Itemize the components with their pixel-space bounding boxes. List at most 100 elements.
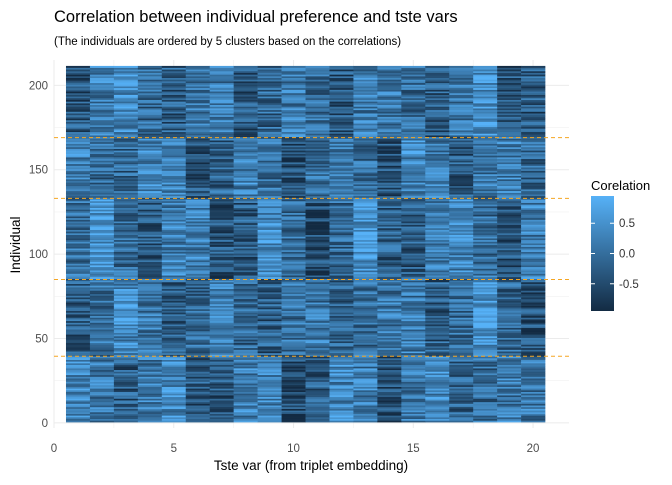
heatmap-cell bbox=[161, 266, 187, 269]
heatmap-cell bbox=[497, 373, 522, 376]
heatmap-cell bbox=[137, 369, 163, 372]
heatmap-cell bbox=[233, 170, 258, 173]
heatmap-cell bbox=[329, 96, 354, 99]
heatmap-cell bbox=[281, 249, 306, 252]
heatmap-cell bbox=[353, 104, 378, 107]
heatmap-cell bbox=[281, 388, 306, 391]
heatmap-cell bbox=[377, 378, 402, 381]
heatmap-cell bbox=[233, 172, 258, 175]
heatmap-cell bbox=[305, 384, 330, 387]
heatmap-cell bbox=[233, 293, 258, 296]
heatmap-cell bbox=[305, 379, 330, 382]
heatmap-cell bbox=[377, 150, 402, 153]
heatmap-cell bbox=[89, 344, 115, 347]
heatmap-cell bbox=[233, 69, 258, 72]
heatmap-cell bbox=[113, 152, 139, 154]
heatmap-cell bbox=[89, 275, 115, 278]
heatmap-cell bbox=[473, 91, 498, 94]
heatmap-cell bbox=[161, 162, 187, 165]
heatmap-cell bbox=[329, 363, 354, 365]
heatmap-cell bbox=[425, 271, 450, 274]
heatmap-cell bbox=[257, 114, 282, 117]
heatmap-cell bbox=[401, 369, 426, 372]
heatmap-cell bbox=[329, 398, 354, 401]
heatmap-cell bbox=[521, 89, 546, 92]
heatmap-cell bbox=[137, 337, 163, 340]
heatmap-cell bbox=[281, 310, 306, 313]
heatmap-cell bbox=[89, 357, 115, 360]
heatmap-cell bbox=[209, 418, 234, 421]
heatmap-cell bbox=[209, 364, 234, 367]
heatmap-cell bbox=[113, 368, 139, 371]
heatmap-cell bbox=[497, 325, 522, 328]
heatmap-cell bbox=[497, 173, 522, 176]
heatmap-cell bbox=[65, 219, 91, 222]
heatmap-cell bbox=[521, 408, 546, 411]
heatmap-cell bbox=[65, 276, 91, 279]
heatmap-cell bbox=[257, 67, 282, 70]
heatmap-cell bbox=[233, 317, 258, 320]
heatmap-cell bbox=[521, 173, 546, 176]
heatmap-cell bbox=[233, 405, 258, 408]
heatmap-cell bbox=[305, 170, 330, 173]
heatmap-cell bbox=[185, 126, 210, 129]
heatmap-cell bbox=[257, 170, 282, 173]
heatmap-cell bbox=[377, 400, 402, 403]
heatmap-cell bbox=[281, 415, 306, 418]
heatmap-cell bbox=[401, 222, 426, 225]
heatmap-cell bbox=[353, 253, 378, 256]
heatmap-cell bbox=[305, 334, 330, 337]
heatmap-cell bbox=[257, 413, 282, 416]
heatmap-cell bbox=[329, 92, 354, 95]
heatmap-cell bbox=[329, 214, 354, 217]
heatmap-cell bbox=[233, 374, 258, 377]
heatmap-cell bbox=[329, 87, 354, 90]
heatmap-cell bbox=[137, 410, 163, 413]
heatmap-cell bbox=[329, 356, 354, 359]
heatmap-cell bbox=[329, 253, 354, 256]
heatmap-cell bbox=[257, 109, 282, 112]
heatmap-cell bbox=[89, 195, 115, 198]
heatmap-cell bbox=[257, 157, 282, 160]
heatmap-cell bbox=[521, 413, 546, 416]
heatmap-cell bbox=[65, 352, 91, 355]
heatmap-cell bbox=[257, 317, 282, 320]
heatmap-cell bbox=[401, 175, 426, 178]
heatmap-cell bbox=[209, 87, 234, 90]
heatmap-cell bbox=[257, 76, 282, 79]
heatmap-cell bbox=[137, 128, 163, 131]
heatmap-cell bbox=[425, 67, 450, 70]
heatmap-cell bbox=[449, 251, 474, 254]
heatmap-cell bbox=[497, 89, 522, 92]
heatmap-cell bbox=[329, 386, 354, 389]
heatmap-cell bbox=[281, 379, 306, 382]
heatmap-cell bbox=[473, 238, 498, 241]
heatmap-cell bbox=[65, 327, 91, 330]
heatmap-cell bbox=[185, 97, 210, 100]
heatmap-cell bbox=[113, 381, 139, 384]
heatmap-cell bbox=[281, 324, 306, 327]
heatmap-cell bbox=[497, 185, 522, 188]
heatmap-cell bbox=[65, 263, 91, 266]
heatmap-cell bbox=[257, 366, 282, 369]
heatmap-cell bbox=[233, 202, 258, 205]
heatmap-cell bbox=[65, 184, 91, 187]
heatmap-cell bbox=[113, 285, 139, 288]
legend-tick-label: 0.0 bbox=[619, 249, 635, 261]
heatmap-cell bbox=[521, 420, 546, 423]
heatmap-cell bbox=[305, 87, 330, 90]
heatmap-cell bbox=[185, 369, 210, 372]
heatmap-cell bbox=[425, 91, 450, 94]
heatmap-cell bbox=[65, 383, 91, 386]
heatmap-cell bbox=[353, 256, 378, 259]
heatmap-cell bbox=[353, 357, 378, 360]
heatmap-cell bbox=[377, 199, 402, 202]
heatmap-cell bbox=[425, 136, 450, 139]
heatmap-cell bbox=[185, 317, 210, 320]
heatmap-cell bbox=[473, 405, 498, 408]
heatmap-cell bbox=[425, 157, 450, 160]
heatmap-cell bbox=[161, 179, 187, 181]
heatmap-cell bbox=[473, 111, 498, 114]
heatmap-cell bbox=[305, 239, 330, 242]
heatmap-cell bbox=[185, 224, 210, 227]
